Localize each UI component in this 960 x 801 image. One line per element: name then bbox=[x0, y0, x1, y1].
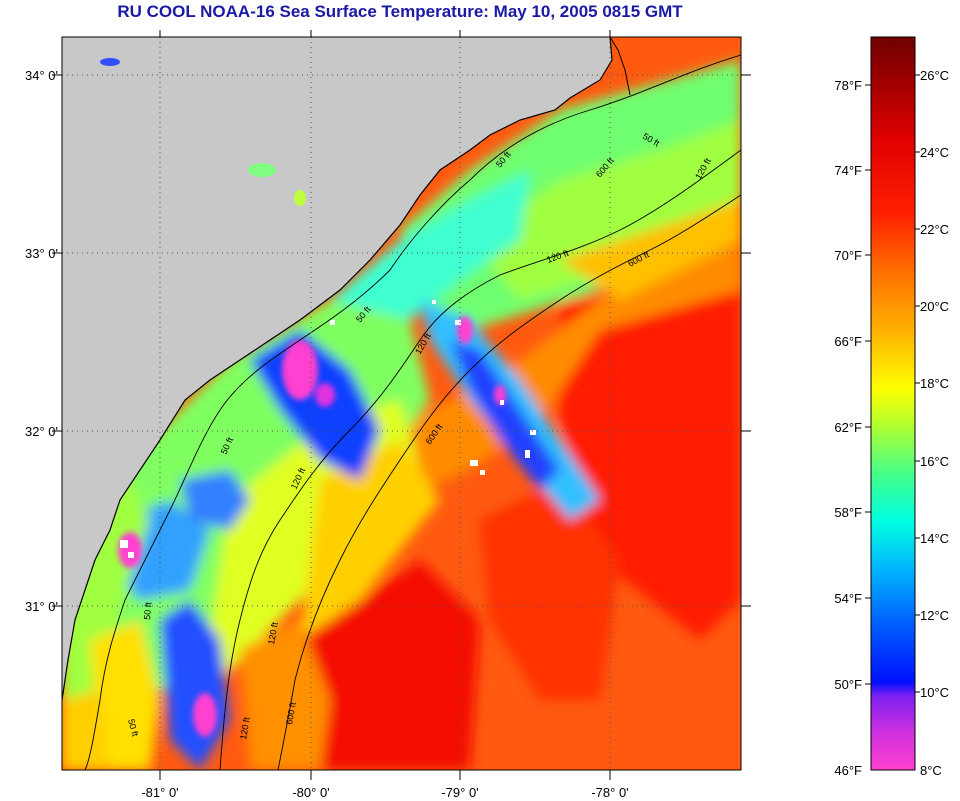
contour-label: 600 ft bbox=[284, 701, 298, 725]
inland-lakes bbox=[100, 58, 306, 206]
contour-label: 120 ft bbox=[238, 716, 252, 740]
colorbar-f-label: 66°F bbox=[834, 334, 862, 349]
colorbar-c-label: 22°C bbox=[920, 222, 949, 237]
map-frame bbox=[61, 36, 742, 771]
cold-spots bbox=[118, 316, 506, 737]
frame-ticks bbox=[52, 30, 751, 780]
colorbar-f-label: 62°F bbox=[834, 420, 862, 435]
lon-label: -80° 0' bbox=[292, 785, 329, 800]
colorbar-c-label: 16°C bbox=[920, 454, 949, 469]
colorbar-c-label: 20°C bbox=[920, 299, 949, 314]
latitude-labels: 34° 0' 33° 0' 32° 0' 31° 0' bbox=[25, 68, 58, 614]
colorbar-c-label: 18°C bbox=[920, 376, 949, 391]
lat-label: 31° 0' bbox=[25, 599, 58, 614]
lon-label: -78° 0' bbox=[591, 785, 628, 800]
contour-label: 50 ft bbox=[126, 718, 140, 738]
colorbar-f-label: 78°F bbox=[834, 78, 862, 93]
lat-label: 32° 0' bbox=[25, 424, 58, 439]
contour-label: 120 ft bbox=[266, 621, 280, 645]
barrier-island bbox=[609, 37, 631, 96]
colorbar-c-label: 26°C bbox=[920, 68, 949, 83]
land bbox=[62, 37, 612, 700]
colorbar-f-label: 54°F bbox=[834, 591, 862, 606]
colorbar-f-label: 50°F bbox=[834, 677, 862, 692]
missing-data bbox=[120, 300, 536, 558]
contour-50ft bbox=[84, 54, 741, 770]
colorbar-c-label: 12°C bbox=[920, 608, 949, 623]
colorbar-c-label: 8°C bbox=[920, 763, 942, 778]
colorbar-fahrenheit-labels: 78°F 74°F 70°F 66°F 62°F 58°F 54°F 50°F … bbox=[834, 78, 862, 778]
contour-label: 50 ft bbox=[142, 601, 154, 620]
lat-label: 33° 0' bbox=[25, 246, 58, 261]
longitude-labels: -81° 0' -80° 0' -79° 0' -78° 0' bbox=[141, 785, 628, 800]
colorbar-ticks bbox=[865, 74, 920, 693]
coastline bbox=[62, 37, 613, 701]
colorbar-f-label: 70°F bbox=[834, 248, 862, 263]
colorbar-c-label: 24°C bbox=[920, 145, 949, 160]
lat-label: 34° 0' bbox=[25, 68, 58, 83]
sst-map bbox=[62, 37, 741, 770]
lon-label: -81° 0' bbox=[141, 785, 178, 800]
contour-600ft bbox=[277, 194, 741, 770]
colorbar-celsius-labels: 26°C 24°C 22°C 20°C 18°C 16°C 14°C 12°C … bbox=[920, 68, 949, 778]
contour-120ft bbox=[219, 149, 741, 770]
colorbar-c-label: 10°C bbox=[920, 685, 949, 700]
colorbar bbox=[870, 36, 916, 771]
colorbar-f-label: 58°F bbox=[834, 505, 862, 520]
colorbar-c-label: 14°C bbox=[920, 531, 949, 546]
map-title: RU COOL NOAA-16 Sea Surface Temperature:… bbox=[117, 2, 683, 21]
graticule bbox=[62, 37, 741, 770]
colorbar-f-label: 74°F bbox=[834, 163, 862, 178]
lon-label: -79° 0' bbox=[441, 785, 478, 800]
bathymetry-contours bbox=[84, 54, 741, 770]
colorbar-f-label: 46°F bbox=[834, 763, 862, 778]
